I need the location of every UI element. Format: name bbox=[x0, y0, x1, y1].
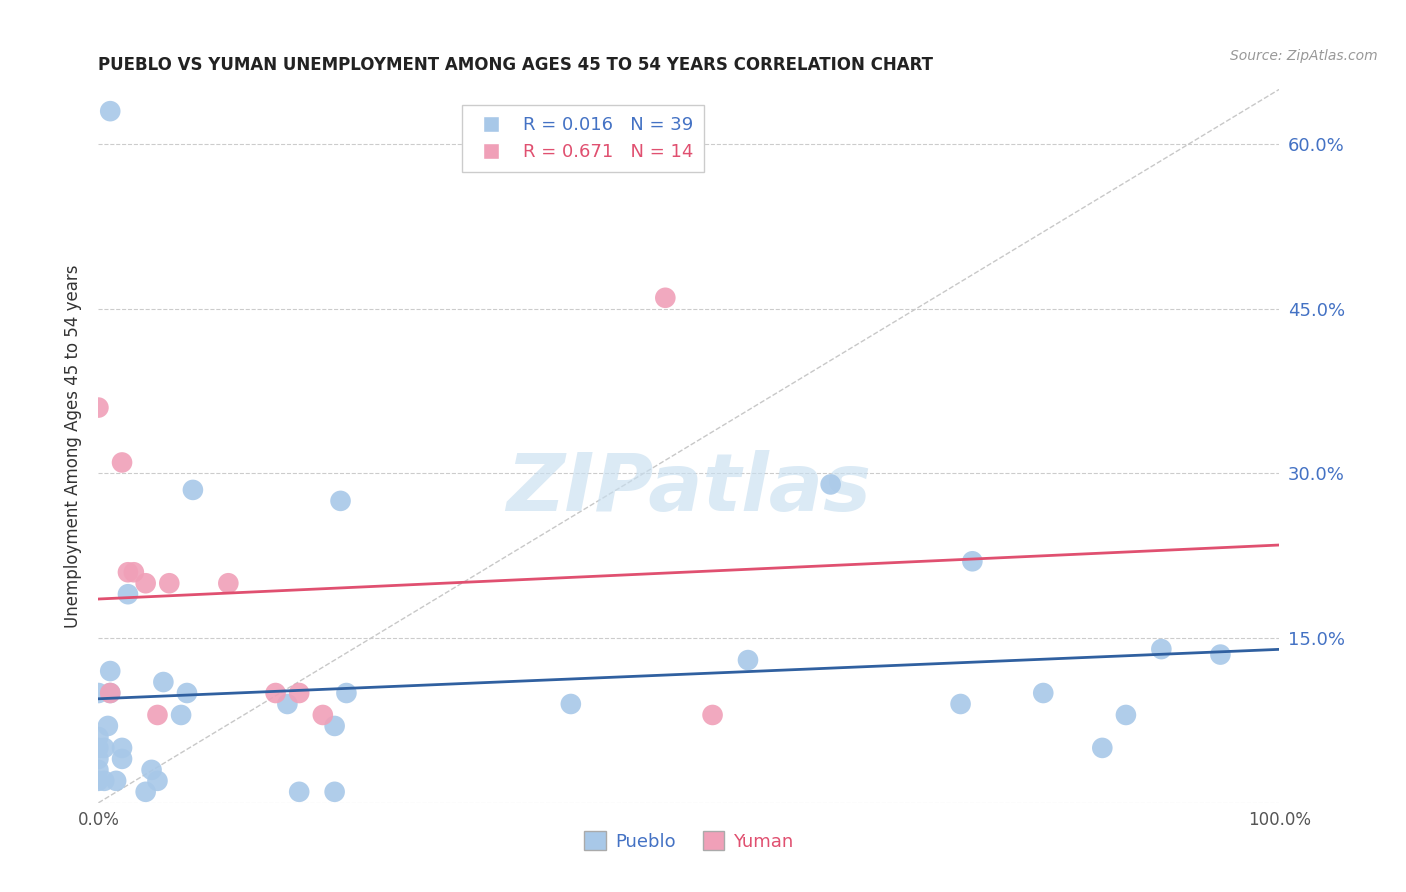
Point bbox=[105, 773, 128, 788]
Point bbox=[93, 773, 115, 788]
Point bbox=[122, 566, 145, 580]
Point bbox=[276, 697, 298, 711]
Point bbox=[97, 719, 120, 733]
Point bbox=[152, 675, 174, 690]
Point bbox=[949, 697, 972, 711]
Point bbox=[87, 773, 110, 788]
Point bbox=[264, 686, 287, 700]
Point bbox=[98, 104, 121, 119]
Text: PUEBLO VS YUMAN UNEMPLOYMENT AMONG AGES 45 TO 54 YEARS CORRELATION CHART: PUEBLO VS YUMAN UNEMPLOYMENT AMONG AGES … bbox=[98, 56, 934, 74]
Point bbox=[1150, 642, 1173, 657]
Point bbox=[93, 740, 115, 755]
Point bbox=[87, 730, 110, 744]
Point bbox=[87, 752, 110, 766]
Point bbox=[312, 708, 335, 723]
Point bbox=[288, 785, 311, 799]
Point bbox=[702, 708, 724, 723]
Point bbox=[288, 686, 311, 700]
Point bbox=[1209, 648, 1232, 662]
Point bbox=[146, 708, 169, 723]
Legend: Pueblo, Yuman: Pueblo, Yuman bbox=[576, 824, 801, 858]
Point bbox=[1032, 686, 1054, 700]
Point bbox=[157, 576, 180, 591]
Point bbox=[87, 763, 110, 777]
Point bbox=[111, 455, 134, 469]
Point bbox=[111, 740, 134, 755]
Point bbox=[135, 576, 157, 591]
Point bbox=[1115, 708, 1137, 723]
Point bbox=[323, 785, 346, 799]
Point bbox=[737, 653, 759, 667]
Point bbox=[329, 494, 352, 508]
Point bbox=[98, 664, 121, 678]
Point bbox=[176, 686, 198, 700]
Point bbox=[1091, 740, 1114, 755]
Point bbox=[170, 708, 193, 723]
Point bbox=[87, 686, 110, 700]
Point bbox=[181, 483, 204, 497]
Point bbox=[98, 686, 121, 700]
Point bbox=[117, 587, 139, 601]
Point bbox=[335, 686, 357, 700]
Point bbox=[98, 686, 121, 700]
Point bbox=[87, 401, 110, 415]
Point bbox=[654, 291, 676, 305]
Point bbox=[962, 554, 984, 568]
Point bbox=[141, 763, 163, 777]
Point bbox=[560, 697, 582, 711]
Point bbox=[135, 785, 157, 799]
Point bbox=[117, 566, 139, 580]
Text: ZIPatlas: ZIPatlas bbox=[506, 450, 872, 528]
Point bbox=[820, 477, 842, 491]
Point bbox=[217, 576, 239, 591]
Y-axis label: Unemployment Among Ages 45 to 54 years: Unemployment Among Ages 45 to 54 years bbox=[65, 264, 83, 628]
Text: Source: ZipAtlas.com: Source: ZipAtlas.com bbox=[1230, 49, 1378, 63]
Point bbox=[87, 740, 110, 755]
Point bbox=[111, 752, 134, 766]
Point bbox=[323, 719, 346, 733]
Point bbox=[146, 773, 169, 788]
